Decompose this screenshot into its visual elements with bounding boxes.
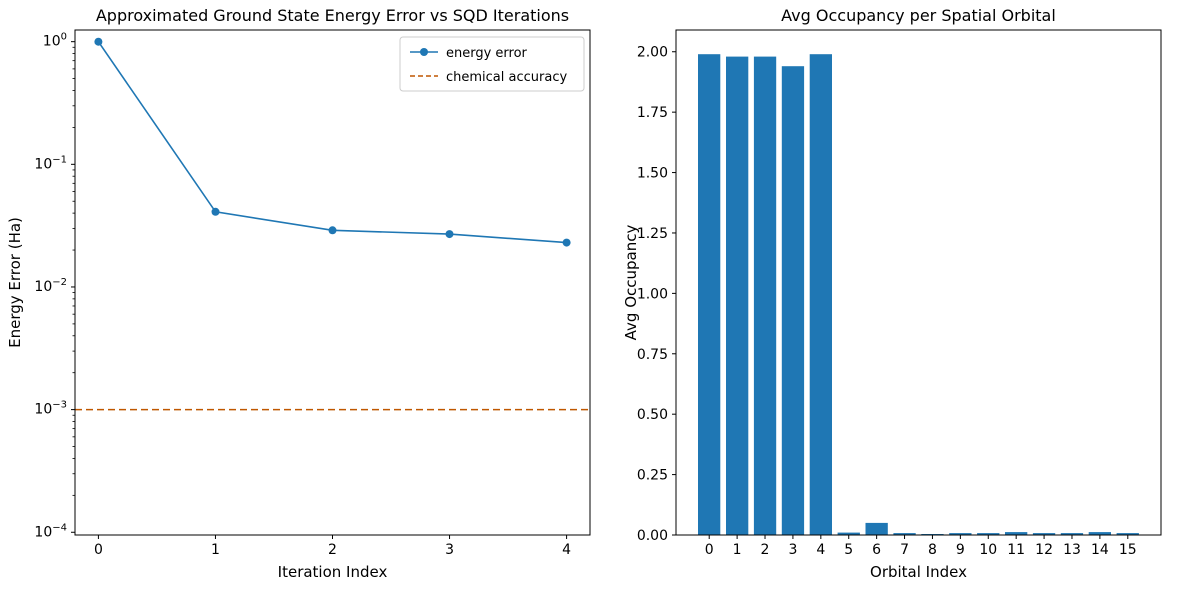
left-axes-frame — [74, 29, 591, 536]
left-x-axis-label: Iteration Index — [278, 563, 388, 581]
occupancy-bar — [893, 533, 916, 535]
legend-marker-energy-error — [420, 48, 428, 56]
occupancy-bar — [949, 533, 972, 535]
occupancy-bar — [726, 56, 749, 535]
occupancy-bar — [1005, 532, 1028, 535]
left-x-tick-label: 2 — [328, 542, 337, 558]
legend: energy error chemical accuracy — [399, 36, 585, 92]
right-y-tick-label: 0.75 — [637, 347, 668, 363]
right-y-tick-label: 0.50 — [637, 407, 668, 423]
left-y-tick-label: 10−4 — [34, 522, 67, 540]
occupancy-bar — [781, 66, 805, 535]
left-x-tick-label: 3 — [445, 542, 454, 558]
left-y-tick-label: 100 — [43, 32, 67, 50]
right-axes-frame — [675, 29, 1162, 536]
right-chart: 0 1 2 3 4 5 6 7 8 9 10 11 12 13 14 150.000.250.500.751.… — [622, 6, 1162, 581]
legend-label-energy-error: energy error — [446, 46, 528, 61]
right-x-tick-label: 12 — [1035, 542, 1053, 558]
left-y-axis-label: Energy Error (Ha) — [6, 217, 24, 348]
occupancy-bar — [753, 56, 777, 535]
occupancy-bar — [809, 54, 832, 535]
occupancy-bar — [1060, 533, 1084, 535]
right-x-tick-label: 8 — [928, 542, 937, 558]
right-x-tick-label: 15 — [1119, 542, 1137, 558]
right-x-tick-label: 5 — [844, 542, 853, 558]
occupancy-bar — [1116, 533, 1139, 535]
right-y-tick-label: 1.75 — [637, 105, 668, 121]
occupancy-bar — [977, 533, 1000, 535]
left-x-tick-label: 0 — [94, 542, 103, 558]
left-y-tick-label: 10−2 — [34, 277, 67, 295]
left-chart: 0 1 2 3 4 100 10−1 10−2 10−3 10−4 Approximated Gro… — [6, 6, 591, 581]
occupancy-bar — [837, 532, 860, 535]
right-x-tick-label: 4 — [816, 542, 825, 558]
right-x-tick-label: 3 — [788, 542, 797, 558]
right-y-tick-label: 2.00 — [637, 45, 668, 61]
right-y-tick-label: 1.50 — [637, 166, 668, 182]
right-x-tick-label: 6 — [872, 542, 881, 558]
right-x-tick-label: 1 — [733, 542, 742, 558]
right-x-tick-label: 14 — [1091, 542, 1109, 558]
right-x-tick-label: 13 — [1063, 542, 1081, 558]
left-x-tick-label: 4 — [562, 542, 571, 558]
energy-error-marker — [562, 238, 571, 247]
right-y-tick-label: 1.25 — [637, 226, 668, 242]
legend-label-chemical-accuracy: chemical accuracy — [446, 70, 567, 85]
left-x-tick-label: 1 — [211, 542, 220, 558]
energy-error-marker — [328, 226, 337, 235]
occupancy-bar — [1032, 533, 1056, 535]
right-y-tick-label: 0.25 — [637, 468, 668, 484]
right-y-tick-label: 1.00 — [637, 286, 668, 302]
right-x-axis-label: Orbital Index — [870, 563, 967, 581]
right-y-tick-label: 0.00 — [637, 528, 668, 544]
legend-box — [399, 36, 585, 92]
right-x-tick-label: 9 — [956, 542, 965, 558]
left-y-tick-label: 10−3 — [34, 400, 67, 418]
right-x-tick-label: 7 — [900, 542, 909, 558]
right-x-tick-label: 0 — [705, 542, 714, 558]
left-y-tick-label: 10−1 — [34, 154, 67, 172]
right-y-axis-label: Avg Occupancy — [622, 225, 640, 341]
right-x-tick-label: 2 — [761, 542, 770, 558]
right-x-tick-label: 11 — [1007, 542, 1025, 558]
energy-error-marker — [94, 37, 103, 46]
right-chart-title: Avg Occupancy per Spatial Orbital — [781, 6, 1056, 25]
right-x-tick-label: 10 — [979, 542, 997, 558]
occupancy-bar — [1088, 532, 1111, 535]
left-chart-title: Approximated Ground State Energy Error v… — [96, 6, 569, 25]
occupancy-bar — [698, 54, 721, 535]
occupancy-bar — [865, 522, 888, 535]
energy-error-marker — [211, 207, 220, 216]
energy-error-marker — [445, 230, 454, 239]
